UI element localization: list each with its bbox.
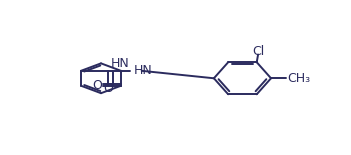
- Text: O: O: [103, 82, 113, 95]
- Text: Cl: Cl: [252, 45, 264, 58]
- Text: HN: HN: [134, 64, 153, 77]
- Text: O: O: [92, 79, 102, 92]
- Text: HN: HN: [111, 57, 129, 70]
- Text: CH₃: CH₃: [287, 72, 311, 85]
